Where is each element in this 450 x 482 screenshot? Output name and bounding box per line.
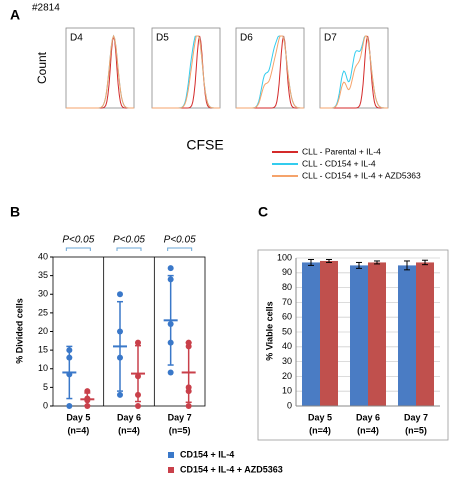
- y-tick-label: 30: [282, 356, 292, 366]
- y-tick-label: 90: [282, 267, 292, 277]
- data-point: [84, 397, 91, 404]
- n-label: (n=5): [405, 425, 427, 435]
- legend-swatch: [168, 467, 174, 473]
- data-point: [135, 403, 141, 409]
- plot-frame: [257, 249, 449, 441]
- histogram-curve: [152, 35, 220, 109]
- data-point: [167, 321, 174, 328]
- subpanel-label: D7: [324, 33, 337, 44]
- x-tick-label: Day 5: [66, 412, 90, 422]
- n-label: (n=4): [67, 425, 89, 435]
- y-axis-label: % Viable cells: [264, 301, 274, 360]
- significance-bracket: [65, 247, 91, 251]
- y-tick-label: 30: [38, 289, 48, 299]
- data-point: [185, 343, 192, 350]
- y-tick-label: 35: [38, 270, 48, 280]
- y-tick-label: 80: [282, 282, 292, 292]
- y-tick-label: 25: [38, 307, 48, 317]
- subpanel-label: D6: [240, 33, 253, 44]
- histogram-curve: [236, 35, 304, 109]
- y-axis-label: % Divided cells: [14, 298, 24, 364]
- significance-label: P<0.05: [164, 235, 196, 246]
- legend-label: CLL - Parental + IL-4: [302, 146, 381, 156]
- y-tick-label: 0: [43, 400, 48, 410]
- panel-label: C: [258, 204, 268, 220]
- n-label: (n=4): [309, 425, 331, 435]
- x-tick-label: Day 6: [117, 412, 141, 422]
- y-tick-label: 20: [38, 326, 48, 336]
- y-tick-label: 40: [38, 251, 48, 261]
- data-point: [167, 276, 174, 283]
- bar: [350, 265, 368, 406]
- sample-label: #2814: [32, 3, 60, 14]
- subpanel-label: D5: [156, 33, 169, 44]
- y-tick-label: 0: [287, 400, 292, 410]
- bar: [416, 262, 434, 406]
- data-point: [135, 373, 141, 380]
- plot-frame: [52, 256, 206, 407]
- y-tick-label: 60: [282, 312, 292, 322]
- panel-label: A: [10, 7, 20, 23]
- legend-label: CD154 + IL-4: [180, 449, 234, 459]
- data-point: [135, 339, 141, 346]
- data-point: [66, 371, 73, 378]
- data-point: [117, 328, 123, 335]
- data-point: [167, 339, 174, 346]
- histogram-curve: [320, 35, 388, 109]
- bar: [320, 260, 338, 406]
- data-point: [167, 369, 174, 376]
- data-point: [84, 388, 91, 395]
- y-tick-label: 10: [282, 386, 292, 396]
- histogram-curve: [236, 35, 304, 109]
- n-label: (n=4): [118, 425, 140, 435]
- data-point: [185, 388, 192, 395]
- y-tick-label: 70: [282, 297, 292, 307]
- significance-label: P<0.05: [62, 235, 94, 246]
- data-point: [185, 403, 192, 409]
- significance-bracket: [116, 247, 142, 251]
- x-tick-label: Day 5: [308, 412, 332, 422]
- y-tick-label: 40: [282, 341, 292, 351]
- data-point: [117, 354, 123, 361]
- histogram-curve: [66, 34, 134, 109]
- data-point: [84, 403, 91, 409]
- bar: [368, 262, 386, 406]
- panel-label: B: [10, 204, 20, 220]
- y-tick-label: 50: [282, 326, 292, 336]
- bar: [302, 262, 320, 406]
- legend-label: CLL - CD154 + IL-4: [302, 158, 376, 168]
- y-axis-label: Count: [35, 51, 49, 84]
- histogram-curve: [66, 35, 134, 109]
- significance-bracket: [167, 247, 193, 251]
- n-label: (n=5): [169, 425, 191, 435]
- histogram-curve: [66, 34, 134, 109]
- data-point: [66, 403, 73, 409]
- histogram-curve: [236, 35, 304, 109]
- data-point: [117, 291, 123, 298]
- legend-label: CD154 + IL-4 + AZD5363: [180, 464, 283, 474]
- data-point: [135, 391, 141, 398]
- n-label: (n=4): [357, 425, 379, 435]
- data-point: [66, 354, 73, 361]
- bar: [398, 265, 416, 406]
- y-tick-label: 5: [43, 382, 48, 392]
- x-tick-label: Day 7: [168, 412, 192, 422]
- data-point: [167, 265, 174, 272]
- x-tick-label: Day 6: [356, 412, 380, 422]
- x-tick-label: Day 7: [404, 412, 428, 422]
- y-tick-label: 10: [38, 363, 48, 373]
- subpanel-label: D4: [70, 33, 83, 44]
- significance-label: P<0.05: [113, 235, 145, 246]
- histogram-curve: [152, 35, 220, 109]
- y-tick-label: 15: [38, 345, 48, 355]
- y-tick-label: 20: [282, 371, 292, 381]
- data-point: [66, 347, 73, 354]
- data-point: [117, 391, 123, 398]
- legend-label: CLL - CD154 + IL-4 + AZD5363: [302, 170, 421, 180]
- y-tick-label: 100: [277, 252, 292, 262]
- x-axis-label: CFSE: [186, 137, 223, 153]
- legend-swatch: [168, 452, 174, 458]
